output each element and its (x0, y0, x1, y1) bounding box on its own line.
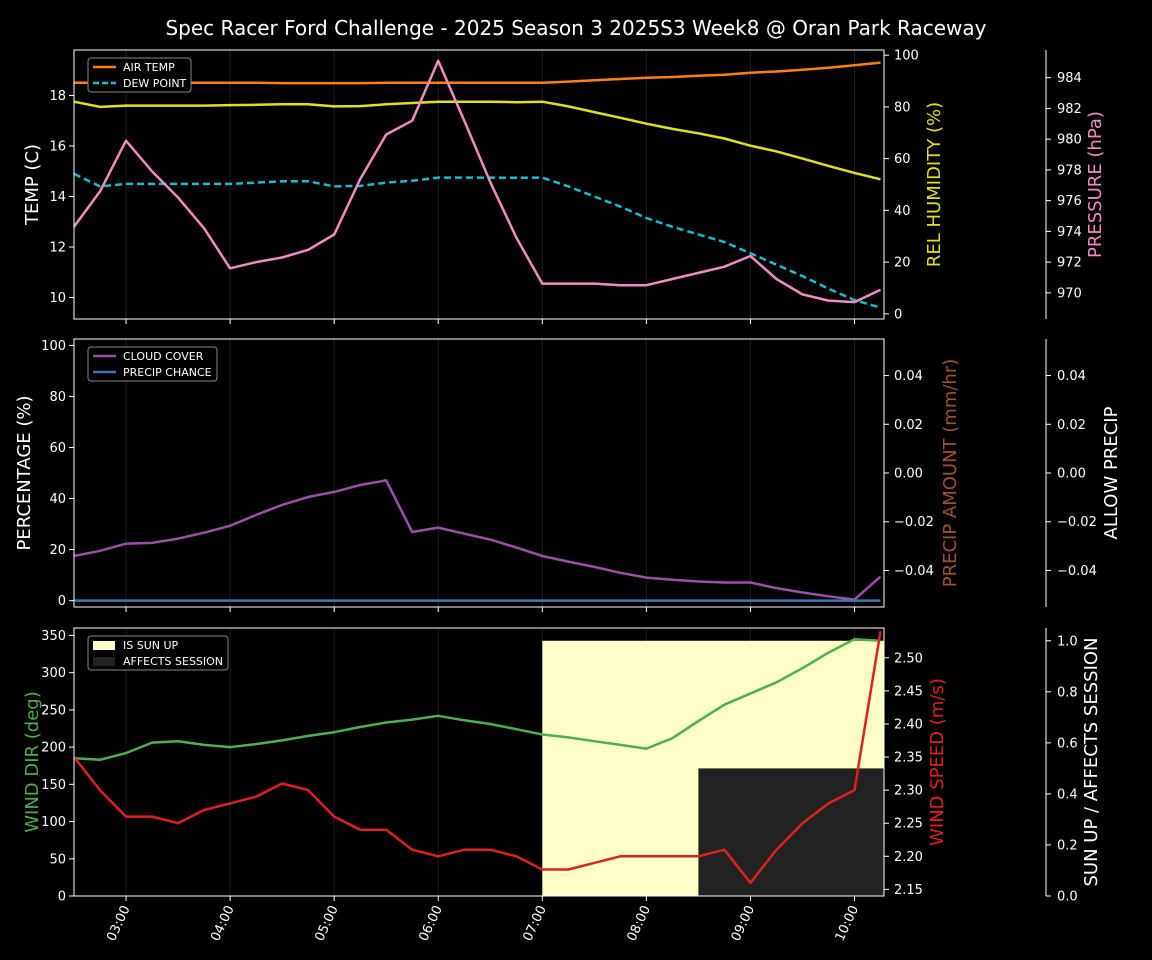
y3-tick-label: 980 (1057, 133, 1082, 148)
y-tick-label: 18 (49, 89, 66, 104)
y3-tick-label: 0.4 (1057, 787, 1078, 802)
legend-label: PRECIP CHANCE (123, 366, 212, 379)
y3-tick-label: 1.0 (1057, 634, 1078, 649)
legend-box (87, 346, 218, 382)
panel-clouds: 0 20 40 60 80 100 −0.04 −0.02 0.00 0.02 0.04 −0.04 −… (14, 338, 1122, 612)
y2-tick-label: 2.40 (894, 717, 923, 732)
y-tick-label: 10 (49, 291, 66, 306)
y3-tick-label: −0.02 (1057, 515, 1097, 530)
y2-tick-label: 20 (894, 256, 911, 271)
y2-tick-label: 60 (894, 152, 911, 167)
series-wind-speed (73, 631, 882, 885)
y-tick-label: 12 (49, 241, 66, 256)
plot-frame (73, 49, 885, 320)
y3-tick-label: 0.00 (1057, 467, 1086, 482)
y3-tick-label: 974 (1057, 225, 1082, 240)
series-wind-dir (73, 637, 881, 762)
chart-title: Spec Racer Ford Challenge - 2025 Season … (165, 16, 986, 40)
y3-tick-label: 0.04 (1057, 369, 1086, 384)
y3-axis-label: PRESSURE (hPa) (1085, 111, 1106, 258)
y-tick-label: 200 (41, 741, 66, 756)
legend-box (87, 635, 229, 671)
y3-axis-label: SUN UP / AFFECTS SESSION (1081, 637, 1102, 886)
y2-tick-label: 2.35 (894, 751, 923, 766)
y2-tick-label: −0.04 (894, 564, 934, 579)
series-air-temp (74, 61, 881, 85)
y-tick-label: 0 (58, 594, 66, 609)
y3-tick-label: 984 (1057, 71, 1082, 86)
y3-tick-label: 0.0 (1057, 890, 1078, 905)
y3-tick-label: 978 (1057, 163, 1082, 178)
y-tick-label: 50 (49, 852, 66, 867)
y-tick-label: 100 (41, 815, 66, 830)
y-axis-label: WIND DIR (deg) (22, 691, 43, 833)
y3-tick-label: −0.04 (1057, 564, 1097, 579)
y-axis-label: PERCENTAGE (%) (14, 395, 35, 550)
y-tick-label: 60 (49, 441, 66, 456)
y-tick-label: 80 (49, 390, 66, 405)
series-rel-humidity (73, 100, 881, 181)
y2-tick-label: 0.04 (894, 369, 923, 384)
plot-frame (73, 627, 885, 897)
y3-tick-label: 976 (1057, 194, 1082, 209)
legend-swatch (93, 641, 115, 650)
y2-tick-label: 100 (894, 49, 919, 64)
y-tick-label: 250 (41, 703, 66, 718)
y-tick-label: 14 (49, 190, 66, 205)
legend: CLOUD COVER PRECIP CHANCE (87, 346, 218, 382)
y2-tick-label: 2.30 (894, 784, 923, 799)
y3-tick-label: 982 (1057, 102, 1082, 117)
y-tick-label: 350 (41, 629, 66, 644)
y-tick-label: 150 (41, 778, 66, 793)
y-tick-label: 40 (49, 492, 66, 507)
y3-tick-label: 0.2 (1057, 838, 1078, 853)
y-tick-label: 300 (41, 666, 66, 681)
legend: IS SUN UP AFFECTS SESSION (87, 635, 229, 671)
y-axis-label: TEMP (C) (22, 144, 43, 226)
y3-tick-label: 0.6 (1057, 736, 1078, 751)
y2-tick-label: 0.02 (894, 418, 923, 433)
y2-tick-label: 2.25 (894, 817, 923, 832)
y2-tick-label: 0.00 (894, 467, 923, 482)
y2-tick-label: 0 (894, 307, 902, 322)
y-tick-label: 100 (41, 339, 66, 354)
y2-tick-label: −0.02 (894, 515, 934, 530)
y2-tick-label: 2.45 (894, 684, 923, 699)
y2-tick-label: 80 (894, 100, 911, 115)
legend-label: CLOUD COVER (123, 350, 204, 363)
series-pressure (72, 59, 882, 304)
y2-axis-label: REL HUMIDITY (%) (924, 102, 945, 267)
legend-label: DEW POINT (123, 77, 187, 90)
y3-tick-label: 972 (1057, 256, 1082, 271)
panel-temperature: 10 12 14 16 18 0 20 40 60 80 100 970 972 974 976 978 980… (22, 49, 1106, 324)
legend-label: AIR TEMP (123, 61, 175, 74)
y3-tick-label: 0.02 (1057, 418, 1086, 433)
y2-axis-label: PRECIP AMOUNT (mm/hr) (940, 359, 961, 588)
legend-label: AFFECTS SESSION (123, 655, 223, 668)
y2-tick-label: 2.15 (894, 883, 923, 898)
series-dew-point (73, 172, 881, 309)
y-tick-label: 0 (58, 890, 66, 905)
legend-swatch (93, 657, 115, 666)
y3-tick-label: 970 (1057, 286, 1082, 301)
series-cloud-cover (73, 479, 882, 601)
y2-axis-label: WIND SPEED (m/s) (927, 678, 948, 846)
y2-tick-label: 2.50 (894, 651, 923, 666)
y2-tick-label: 40 (894, 204, 911, 219)
panel-wind: 0 50 100 150 200 250 300 350 2.15 2.20 2.25 2.30 2.3… (22, 627, 1102, 905)
y2-tick-label: 2.20 (894, 850, 923, 865)
legend-label: IS SUN UP (123, 639, 179, 652)
y-tick-label: 16 (49, 139, 66, 154)
legend: AIR TEMP DEW POINT (87, 57, 192, 93)
y3-tick-label: 0.8 (1057, 685, 1078, 700)
y-tick-label: 20 (49, 543, 66, 558)
y3-axis-label: ALLOW PRECIP (1101, 406, 1122, 539)
